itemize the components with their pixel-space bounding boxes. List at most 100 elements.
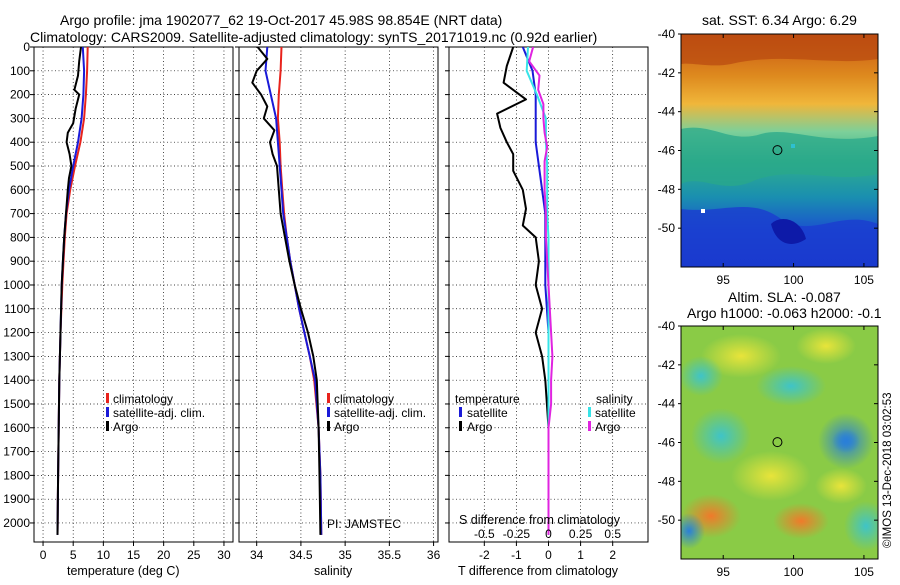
temperature-axis-label: temperature (deg C) <box>67 564 180 578</box>
map-y-tick-label: -46 <box>658 144 676 158</box>
depth-tick-label: 1000 <box>3 278 30 292</box>
depth-tick-label: 1300 <box>3 349 30 363</box>
x-tick-label: 34 <box>250 548 264 562</box>
depth-tick-label: 1400 <box>3 373 30 387</box>
legend-argo-label: Argo <box>113 420 139 434</box>
map-y-tick-label: -48 <box>658 474 676 488</box>
series-line-salinity-satellite <box>525 47 550 535</box>
difference-grid <box>445 46 648 542</box>
depth-tick-label: 400 <box>10 135 30 149</box>
depth-tick-label: 600 <box>10 183 30 197</box>
legend3-s-argo-swatch <box>588 421 591 431</box>
x-tick-label: 5 <box>70 548 77 562</box>
legend-climatology-swatch <box>106 393 109 403</box>
map-y-tick-label: -44 <box>658 397 676 411</box>
pi-annotation: PI: JAMSTEC <box>327 517 401 531</box>
header-line-1: Argo profile: jma 1902077_62 19-Oct-2017… <box>60 12 502 28</box>
depth-tick-label: 900 <box>10 254 30 268</box>
map-x-tick-label: 100 <box>784 273 804 287</box>
x-tick-label: 0 <box>40 548 47 562</box>
x-tick-label: -1 <box>511 548 522 562</box>
depth-tick-label: 500 <box>10 159 30 173</box>
series-line-argo <box>251 47 322 535</box>
depth-tick-label: 700 <box>10 207 30 221</box>
map-y-tick-label: -50 <box>658 221 676 235</box>
credit-stamp: ©IMOS 13-Dec-2018 03:02:53 <box>882 392 894 548</box>
sst-map-title: sat. SST: 6.34 Argo: 6.29 <box>702 12 857 28</box>
x-tick-label: 0 <box>545 548 552 562</box>
legend3-temperature-title: temperature <box>455 392 520 406</box>
map-y-tick-label: -42 <box>658 358 676 372</box>
sla-map-ticks: 95 100 105 -40 -42 -44 -46 -48 -50 <box>658 319 878 579</box>
x2-tick-label: -0.5 <box>474 527 495 541</box>
depth-tick-label: 1600 <box>3 421 30 435</box>
map-y-tick-label: -40 <box>658 319 676 333</box>
x2-tick-label: 0.25 <box>569 527 593 541</box>
sla-map-subtitle: Argo h1000: -0.063 h2000: -0.1 <box>687 305 882 321</box>
depth-tick-label: 800 <box>10 230 30 244</box>
depth-tick-label: 100 <box>10 64 30 78</box>
depth-tick-label: 1800 <box>3 468 30 482</box>
x2-tick-label: 0.5 <box>604 527 621 541</box>
x-tick-label: 35 <box>338 548 352 562</box>
depth-tick-label: 2000 <box>3 516 30 530</box>
x-tick-label: 35.5 <box>378 548 402 562</box>
map-y-tick-label: -44 <box>658 105 676 119</box>
temperature-plot-frame <box>33 46 234 543</box>
legend3-s-satellite-label: satellite <box>595 406 636 420</box>
x-tick-label: 2 <box>609 548 616 562</box>
sst-map-panel: sat. SST: 6.34 Argo: 6.29 95 100 105 -40 -42… <box>658 12 879 287</box>
legend-climatology-label: climatology <box>113 392 173 406</box>
legend2-argo-swatch <box>327 421 330 431</box>
depth-tick-label: 1100 <box>4 302 30 316</box>
temperature-panel: 0 5 10 15 20 25 30 temperature (deg C) climato… <box>30 46 234 578</box>
sst-argo-position-marker <box>772 145 783 156</box>
series-line-salinity-argo <box>528 47 554 535</box>
sst-map-image <box>681 34 878 267</box>
salinity-axis-label: salinity <box>314 564 353 578</box>
salinity-panel: 34 34.5 35 35.5 36 salinity climatology sate… <box>235 46 441 578</box>
legend3-s-argo-label: Argo <box>595 420 621 434</box>
legend3-s-satellite-swatch <box>588 407 591 417</box>
depth-tick-label: 300 <box>10 111 30 125</box>
sla-map-image <box>681 326 878 559</box>
temperature-grid <box>30 46 233 542</box>
x-tick-label: 30 <box>217 548 231 562</box>
temperature-x-ticks: 0 5 10 15 20 25 30 <box>40 542 231 562</box>
x-tick-label: 10 <box>97 548 111 562</box>
map-x-tick-label: 100 <box>784 565 804 579</box>
temperature-series <box>56 47 89 535</box>
legend2-climatology-swatch <box>327 393 330 403</box>
x-tick-label: 25 <box>187 548 201 562</box>
depth-tick-label: 1900 <box>3 492 30 506</box>
series-line-argo <box>56 47 82 535</box>
difference-x2-ticks: -0.5 -0.25 0 0.25 0.5 <box>474 527 621 541</box>
map-x-tick-label: 95 <box>717 273 731 287</box>
legend2-climatology-label: climatology <box>334 392 394 406</box>
legend2-satellite-label: satellite-adj. clim. <box>334 406 426 420</box>
sla-argo-position-marker <box>772 437 783 448</box>
x2-tick-label: -0.25 <box>503 527 531 541</box>
t-difference-axis-label: T difference from climatology <box>458 564 619 578</box>
legend3-t-satellite-label: satellite <box>467 406 508 420</box>
difference-x-ticks: -2 -1 0 1 2 <box>479 542 616 562</box>
sla-map-panel: Altim. SLA: -0.087 Argo h1000: -0.063 h2… <box>658 289 882 579</box>
x-tick-label: 15 <box>127 548 141 562</box>
map-x-tick-label: 105 <box>854 273 874 287</box>
legend3-t-satellite-swatch <box>459 407 462 417</box>
legend2-argo-label: Argo <box>334 420 360 434</box>
x-tick-label: 36 <box>427 548 441 562</box>
series-line-temperature-argo <box>496 47 550 535</box>
map-x-tick-label: 95 <box>717 565 731 579</box>
series-line-satellite-adj-clim- <box>264 47 323 535</box>
legend-satellite-swatch <box>106 407 109 417</box>
depth-axis-labels: 0 100 200 300 400 500 600 700 800 900 1000 1100 1200… <box>3 40 30 530</box>
salinity-grid <box>235 46 438 542</box>
sla-map-title: Altim. SLA: -0.087 <box>728 289 841 305</box>
legend2-satellite-swatch <box>327 407 330 417</box>
map-y-tick-label: -42 <box>658 66 676 80</box>
difference-panel: -2 -1 0 1 2 -0.5 -0.25 0 0.25 0.5 T difference f… <box>445 46 649 578</box>
salinity-plot-frame <box>238 46 439 543</box>
legend3-t-argo-label: Argo <box>467 420 493 434</box>
